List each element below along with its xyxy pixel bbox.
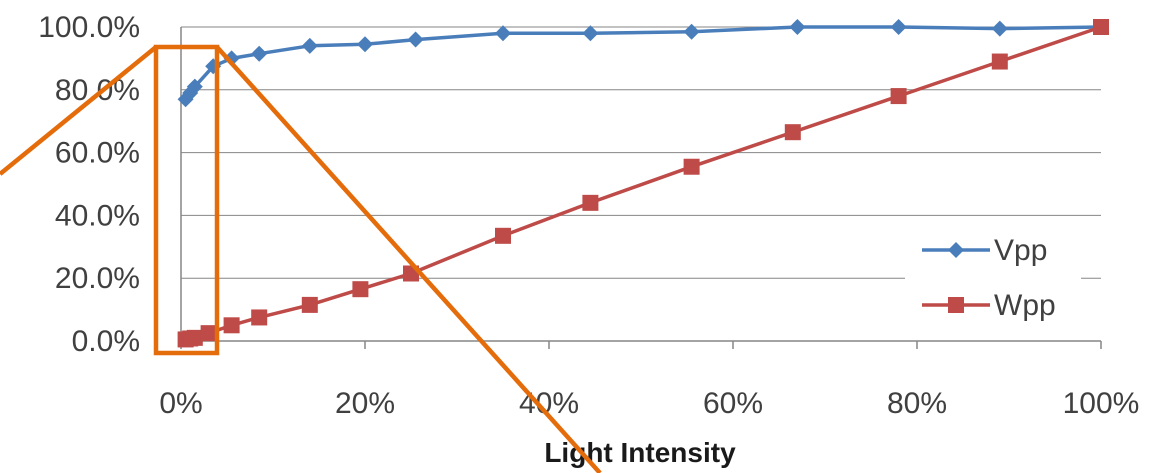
data-point-vpp xyxy=(890,19,907,35)
data-point-vpp xyxy=(301,37,318,54)
x-tick-label: 80% xyxy=(887,387,947,420)
data-point-wpp xyxy=(352,281,369,298)
zoom-annotation xyxy=(0,44,602,473)
data-point-wpp xyxy=(784,124,801,141)
data-point-wpp xyxy=(200,325,217,342)
data-point-wpp xyxy=(186,329,203,346)
x-tick-labels: 0% 20% 40% 60% 80% 100% xyxy=(159,387,1139,420)
x-tick-label: 100% xyxy=(1063,387,1140,420)
data-point-wpp xyxy=(223,317,240,334)
y-tick-label: 40.0% xyxy=(55,199,140,232)
data-point-wpp xyxy=(683,158,700,175)
data-point-wpp xyxy=(495,227,511,244)
legend-marker xyxy=(948,242,964,258)
x-tick-label: 20% xyxy=(335,387,395,420)
data-point-vpp xyxy=(357,36,373,53)
data-point-vpp xyxy=(495,25,511,42)
x-tick-label: 60% xyxy=(703,387,763,420)
series-line-vpp xyxy=(184,25,1102,101)
y-tick-label: 20.0% xyxy=(55,262,140,295)
data-point-vpp xyxy=(789,19,806,35)
legend-label-vpp: Vpp xyxy=(994,234,1047,267)
data-point-vpp xyxy=(223,50,240,67)
data-point-vpp xyxy=(582,25,599,42)
data-point-wpp xyxy=(582,194,599,211)
data-point-wpp xyxy=(301,296,318,313)
data-point-vpp xyxy=(251,45,268,62)
zoom-line-right xyxy=(215,45,602,473)
data-point-wpp xyxy=(1093,19,1109,35)
data-point-vpp xyxy=(683,23,700,40)
data-point-vpp xyxy=(186,78,203,95)
data-point-wpp xyxy=(890,88,907,105)
legend-label-wpp: Wpp xyxy=(994,289,1056,322)
data-point-vpp xyxy=(991,20,1008,37)
axes xyxy=(180,27,1102,349)
y-tick-label: 60.0% xyxy=(55,137,140,170)
y-tick-labels: 0.0% 20.0% 40.0% 60.0% 80.0% 100.0% xyxy=(38,11,140,358)
data-point-wpp xyxy=(251,309,268,326)
y-tick-label: 0.0% xyxy=(72,325,140,358)
legend-marker xyxy=(948,297,964,313)
data-point-wpp xyxy=(991,53,1008,70)
x-tick-label: 0% xyxy=(159,387,202,420)
legend: Vpp Wpp xyxy=(905,222,1081,334)
zoom-line-left xyxy=(0,45,158,176)
data-point-vpp xyxy=(407,31,424,48)
y-tick-label: 80.0% xyxy=(55,74,140,107)
zoom-rectangle xyxy=(153,44,220,356)
y-tick-label: 100.0% xyxy=(38,11,140,44)
legend-box xyxy=(905,222,1081,334)
x-axis-label: Light Intensity xyxy=(544,437,736,468)
